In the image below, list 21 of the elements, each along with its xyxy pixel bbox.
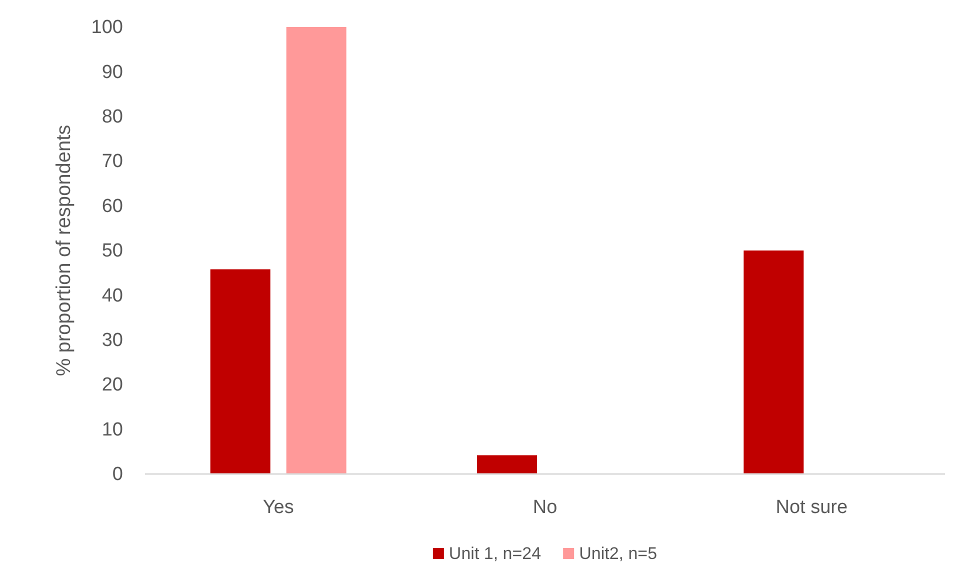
y-tick-label: 10 (102, 419, 123, 440)
x-tick-label: Not sure (776, 497, 848, 518)
y-tick-label: 60 (102, 196, 123, 217)
bar (744, 250, 804, 474)
y-tick-label: 0 (112, 464, 123, 486)
x-tick-label: Yes (262, 497, 294, 518)
bar (477, 455, 537, 474)
y-tick-label: 100 (91, 17, 123, 38)
y-tick-label: 50 (102, 240, 123, 262)
legend-label: Unit2, n=5 (579, 544, 658, 563)
y-tick-label: 40 (102, 285, 123, 306)
y-tick-label: 90 (102, 62, 123, 83)
y-tick-label: 30 (102, 330, 123, 351)
bar (286, 27, 346, 474)
legend-label: Unit 1, n=24 (448, 544, 542, 563)
bar (210, 269, 270, 474)
y-tick-label: 20 (102, 374, 123, 396)
y-tick-label: 70 (102, 151, 123, 172)
x-tick-label: No (532, 497, 558, 518)
y-axis-title: % proportion of respondents (53, 124, 75, 376)
y-tick-label: 80 (102, 106, 123, 128)
